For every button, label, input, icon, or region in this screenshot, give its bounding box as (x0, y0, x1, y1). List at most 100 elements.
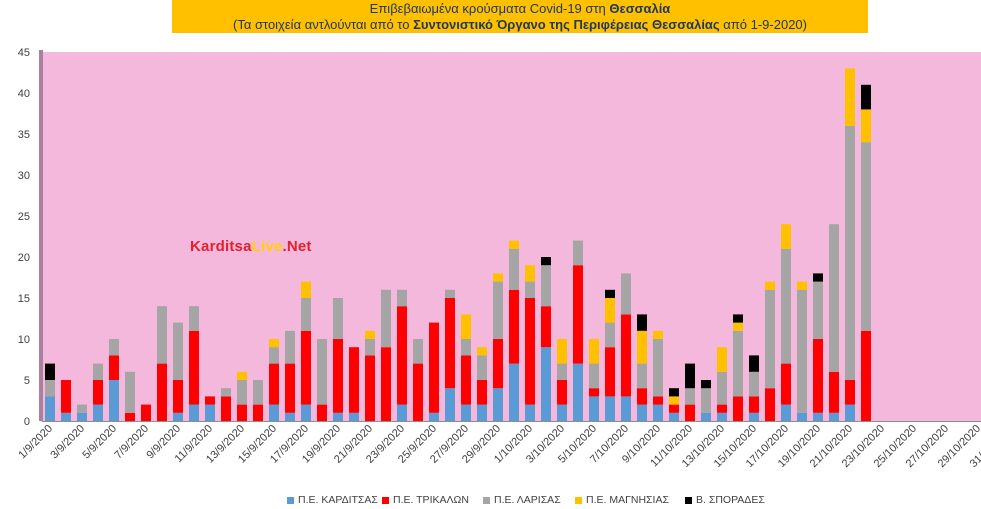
bar-segment-larisa (77, 404, 87, 413)
bar-segment-karditsa (301, 404, 311, 421)
bar-segment-magnesia (557, 339, 567, 364)
bar-segment-trikala (413, 363, 423, 421)
bar-segment-larisa (733, 330, 743, 397)
bar-segment-karditsa (269, 404, 279, 421)
bar-segment-trikala (317, 404, 327, 421)
bar-segment-trikala (733, 396, 743, 421)
bar-segment-karditsa (429, 412, 439, 421)
bar-segment-larisa (477, 355, 487, 380)
bar-segment-magnesia (589, 339, 599, 364)
bar-segment-larisa (573, 240, 583, 266)
bar-segment-magnesia (717, 347, 727, 372)
bar-segment-trikala (141, 404, 151, 421)
bar-segment-karditsa (669, 412, 679, 421)
y-tick-label: 5 (24, 375, 30, 387)
bar-segment-sporades (701, 380, 711, 389)
bar-segment-trikala (781, 363, 791, 405)
bar-segment-magnesia (301, 281, 311, 298)
y-tick-label: 35 (18, 129, 30, 141)
bar-segment-karditsa (813, 412, 823, 421)
bar-segment-karditsa (797, 412, 807, 421)
bar-segment-karditsa (717, 412, 727, 421)
bar-segment-trikala (93, 380, 103, 405)
bar-segment-larisa (93, 363, 103, 380)
bar-segment-sporades (749, 355, 759, 372)
bar-segment-trikala (637, 388, 647, 405)
watermark-brand: Karditsa (190, 238, 252, 255)
y-tick-label: 10 (18, 334, 30, 346)
bar-segment-karditsa (749, 412, 759, 421)
bar-segment-magnesia (845, 68, 855, 126)
bar-segment-karditsa (573, 363, 583, 421)
bar-segment-trikala (669, 404, 679, 413)
bar-segment-trikala (109, 355, 119, 380)
bar-segment-trikala (509, 289, 519, 364)
y-tick-label: 30 (18, 170, 30, 182)
bar-segment-larisa (301, 298, 311, 331)
bar-segment-trikala (573, 265, 583, 364)
bar-segment-trikala (717, 404, 727, 413)
bar-segment-larisa (621, 273, 631, 315)
bar-segment-magnesia (781, 224, 791, 249)
bar-segment-karditsa (333, 412, 343, 421)
bar-segment-trikala (461, 355, 471, 405)
bar-segment-karditsa (461, 404, 471, 421)
legend-swatch-trikala (382, 496, 389, 504)
legend-swatch-karditsa (287, 496, 294, 504)
y-tick-label: 0 (24, 416, 30, 428)
bar-segment-trikala (61, 380, 71, 413)
chart-title-region: Θεσσαλία (609, 1, 671, 16)
bar-segment-larisa (461, 339, 471, 356)
bar-segment-larisa (333, 298, 343, 339)
bar-segment-larisa (509, 248, 519, 290)
bar-segment-sporades (669, 388, 679, 397)
bar-segment-sporades (733, 314, 743, 323)
bar-segment-trikala (765, 388, 775, 421)
bar-segment-karditsa (109, 380, 119, 421)
bar-segment-larisa (829, 224, 839, 372)
bar-segment-karditsa (829, 412, 839, 421)
y-tick-label: 40 (18, 88, 30, 100)
bar-segment-karditsa (541, 347, 551, 421)
bar-segment-karditsa (397, 404, 407, 421)
bar-segment-trikala (285, 363, 295, 413)
bar-segment-larisa (749, 371, 759, 397)
chart-title-text: Επιβεβαιωμένα κρούσματα Covid-19 στη (369, 1, 610, 16)
bar-segment-trikala (173, 380, 183, 413)
bar-segment-trikala (333, 339, 343, 413)
bar-segment-magnesia (509, 240, 519, 249)
bar-segment-larisa (861, 142, 871, 331)
bar-segment-trikala (605, 347, 615, 397)
legend-label-larisa: Π.Ε. ΛΑΡΙΣΑΣ (494, 494, 561, 506)
bar-segment-karditsa (781, 404, 791, 421)
bar-segment-sporades (637, 314, 647, 331)
bar-segment-magnesia (493, 273, 503, 282)
bar-segment-karditsa (701, 412, 711, 421)
watermark-highlight: Live (251, 238, 283, 255)
bar-segment-karditsa (93, 404, 103, 421)
bar-segment-larisa (381, 289, 391, 348)
bar-segment-trikala (205, 396, 215, 405)
bar-segment-karditsa (445, 388, 455, 421)
bar-segment-larisa (701, 388, 711, 413)
chart-title: Επιβεβαιωμένα κρούσματα Covid-19 στη Θεσ… (172, 1, 868, 17)
bar-segment-larisa (221, 388, 231, 397)
legend-swatch-magnesia (575, 496, 582, 504)
bar-segment-karditsa (653, 404, 663, 421)
bar-segment-karditsa (525, 404, 535, 421)
bar-segment-magnesia (365, 330, 375, 339)
legend-swatch-larisa (483, 496, 490, 504)
bar-segment-trikala (829, 371, 839, 413)
plot-side-wall (39, 50, 43, 421)
legend-label-karditsa: Π.Ε. ΚΑΡΔΙΤΣΑΣ (298, 494, 378, 506)
bar-segment-larisa (445, 289, 455, 298)
bar-segment-larisa (269, 347, 279, 364)
bar-segment-larisa (605, 322, 615, 348)
bar-segment-trikala (269, 363, 279, 405)
bar-segment-magnesia (605, 298, 615, 323)
bar-segment-trikala (301, 330, 311, 405)
bar-segment-magnesia (477, 347, 487, 356)
bar-segment-sporades (813, 273, 823, 282)
bar-segment-karditsa (45, 396, 55, 421)
bar-segment-larisa (173, 322, 183, 380)
